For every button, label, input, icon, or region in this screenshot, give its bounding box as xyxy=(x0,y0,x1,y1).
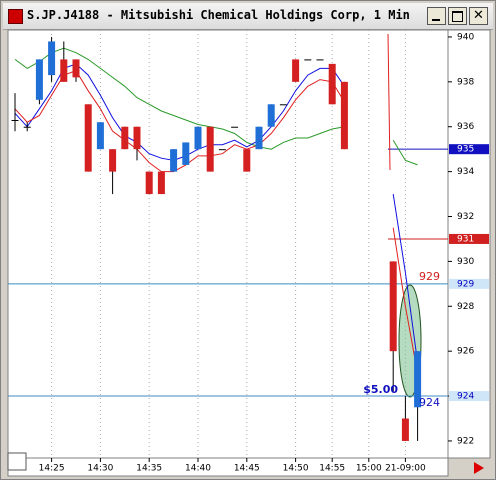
annotation: 929 xyxy=(419,270,440,283)
x-tick-label: 21-09:00 xyxy=(385,464,426,474)
price-label: 924 xyxy=(457,392,474,402)
x-tick-label: 14:35 xyxy=(136,464,162,474)
minimize-button[interactable] xyxy=(427,7,446,25)
x-tick-label: 14:40 xyxy=(185,464,211,474)
moving-average xyxy=(14,47,418,166)
x-tick-label: 14:30 xyxy=(87,464,113,474)
title-bar: S.JP.J4188 - Mitsubishi Chemical Holding… xyxy=(3,3,493,30)
y-tick-label: 940 xyxy=(457,32,474,42)
app-icon xyxy=(8,9,23,24)
candle-body xyxy=(414,351,422,408)
window-title: S.JP.J4188 - Mitsubishi Chemical Holding… xyxy=(27,8,410,22)
price-axis xyxy=(447,29,491,459)
price-label-box xyxy=(449,233,489,244)
candle-body xyxy=(48,41,56,76)
candle-body xyxy=(255,126,263,150)
price-label: 935 xyxy=(457,145,474,155)
price-label-box xyxy=(449,278,489,289)
close-button[interactable]: ✕ xyxy=(469,7,488,25)
x-tick-label: 14:25 xyxy=(39,464,65,474)
y-tick-label: 922 xyxy=(457,436,474,446)
candle-body xyxy=(243,149,251,172)
candle-body xyxy=(60,59,68,82)
moving-average xyxy=(14,69,419,374)
ma-spike xyxy=(387,33,391,171)
price-label: 929 xyxy=(457,279,474,289)
candle-body xyxy=(170,149,178,172)
moving-average xyxy=(14,63,419,363)
candle-body xyxy=(96,122,104,150)
corner-box[interactable] xyxy=(7,452,27,471)
y-tick-label: 938 xyxy=(457,77,474,87)
x-tick-label: 14:55 xyxy=(319,464,345,474)
candle-body xyxy=(35,59,43,100)
annotation: 924 xyxy=(419,396,440,409)
candle-body xyxy=(72,59,80,78)
candle-body xyxy=(316,59,324,61)
price-label-box xyxy=(449,144,489,155)
y-tick-label: 932 xyxy=(457,212,474,222)
x-tick-label: 15:00 xyxy=(356,464,382,474)
plot-area xyxy=(7,29,449,459)
x-tick-label: 14:45 xyxy=(234,464,260,474)
y-tick-label: 926 xyxy=(457,347,474,357)
y-tick-label: 936 xyxy=(457,122,474,132)
candle-body xyxy=(121,126,129,150)
candle-body xyxy=(401,418,409,441)
maximize-button[interactable] xyxy=(448,7,467,25)
candle-body xyxy=(206,126,214,172)
candle-body xyxy=(389,261,397,352)
candle-body xyxy=(11,119,19,121)
candle-body xyxy=(292,59,300,82)
candle-body xyxy=(109,149,117,172)
candle-body xyxy=(157,171,165,195)
candle-body xyxy=(328,63,336,105)
candle-body xyxy=(84,104,92,172)
candle-body xyxy=(133,126,141,150)
candle-body xyxy=(194,126,202,150)
scroll-arrow[interactable] xyxy=(474,462,484,474)
candle-body xyxy=(23,126,31,128)
candle-body xyxy=(145,171,153,195)
annotation: $5.00 xyxy=(363,383,398,396)
candle-body xyxy=(218,149,226,151)
candle-body xyxy=(231,126,239,128)
time-axis xyxy=(7,457,449,477)
candle-body xyxy=(279,104,287,106)
price-label-box xyxy=(449,391,489,402)
price-label: 931 xyxy=(457,234,474,244)
candle-body xyxy=(267,104,275,127)
y-tick-label: 930 xyxy=(457,257,474,267)
candle-body xyxy=(340,81,348,150)
candle-body xyxy=(182,142,190,165)
candle-body xyxy=(304,59,312,61)
y-tick-label: 934 xyxy=(457,167,474,177)
y-tick-label: 928 xyxy=(457,302,474,312)
x-tick-label: 14:50 xyxy=(283,464,309,474)
